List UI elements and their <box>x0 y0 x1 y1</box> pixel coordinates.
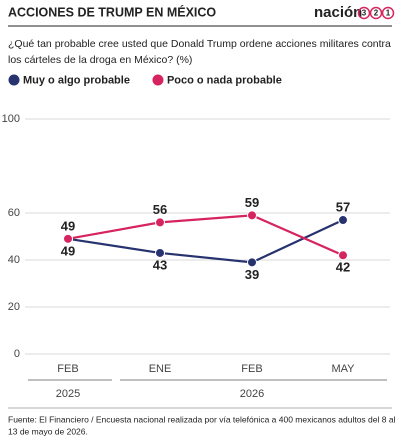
logo-circle <box>357 6 371 20</box>
source: 13 de mayo de 2026. <box>8 426 88 436</box>
series-line <box>67 214 344 257</box>
point <box>247 257 257 268</box>
year-label: 2026 <box>240 388 264 400</box>
chart-title: ACCIONES DE TRUMP EN MÉXICO <box>8 4 216 19</box>
y-tick-label: 40 <box>8 254 20 266</box>
y-tick-label: 100 <box>2 113 20 125</box>
y-tick-label: 0 <box>14 348 20 360</box>
value-label: 42 <box>336 260 350 275</box>
point <box>155 217 165 228</box>
legend-label: Muy o algo probable <box>23 74 130 86</box>
subtitle-line: ¿Qué tan probable cree usted que Donald … <box>8 38 391 50</box>
value-label: 49 <box>61 218 75 233</box>
x-tick-label: MAY <box>331 363 355 375</box>
legend-marker <box>8 74 20 86</box>
logo-circle <box>381 6 395 20</box>
point <box>338 215 348 226</box>
logo-digit: 3 <box>362 9 367 18</box>
source: Fuente: El Financiero / Encuesta naciona… <box>8 414 396 424</box>
value-label: 43 <box>153 257 167 272</box>
point <box>247 210 257 221</box>
x-tick-label: FEB <box>241 363 262 375</box>
value-label: 57 <box>336 199 350 214</box>
legend-marker <box>152 74 164 86</box>
year-label: 2025 <box>56 388 80 400</box>
series-line <box>67 219 344 264</box>
point <box>155 247 165 258</box>
y-tick-label: 20 <box>8 301 20 313</box>
legend-label: Poco o nada probable <box>167 74 282 86</box>
value-label: 56 <box>153 202 167 217</box>
x-tick-label: FEB <box>57 363 78 375</box>
value-label: 49 <box>61 243 75 258</box>
logo-digit: 1 <box>386 9 391 18</box>
logo-digit: 2 <box>374 9 379 18</box>
x-tick-label: ENE <box>149 363 172 375</box>
point <box>338 250 348 261</box>
value-label: 59 <box>245 195 259 210</box>
subtitle-line: los cárteles de la droga en México? (%) <box>8 54 192 66</box>
y-tick-label: 60 <box>8 207 20 219</box>
logo-circle <box>369 6 383 20</box>
logo-text: nación <box>314 4 362 21</box>
value-label: 39 <box>245 267 259 282</box>
point <box>63 233 73 244</box>
